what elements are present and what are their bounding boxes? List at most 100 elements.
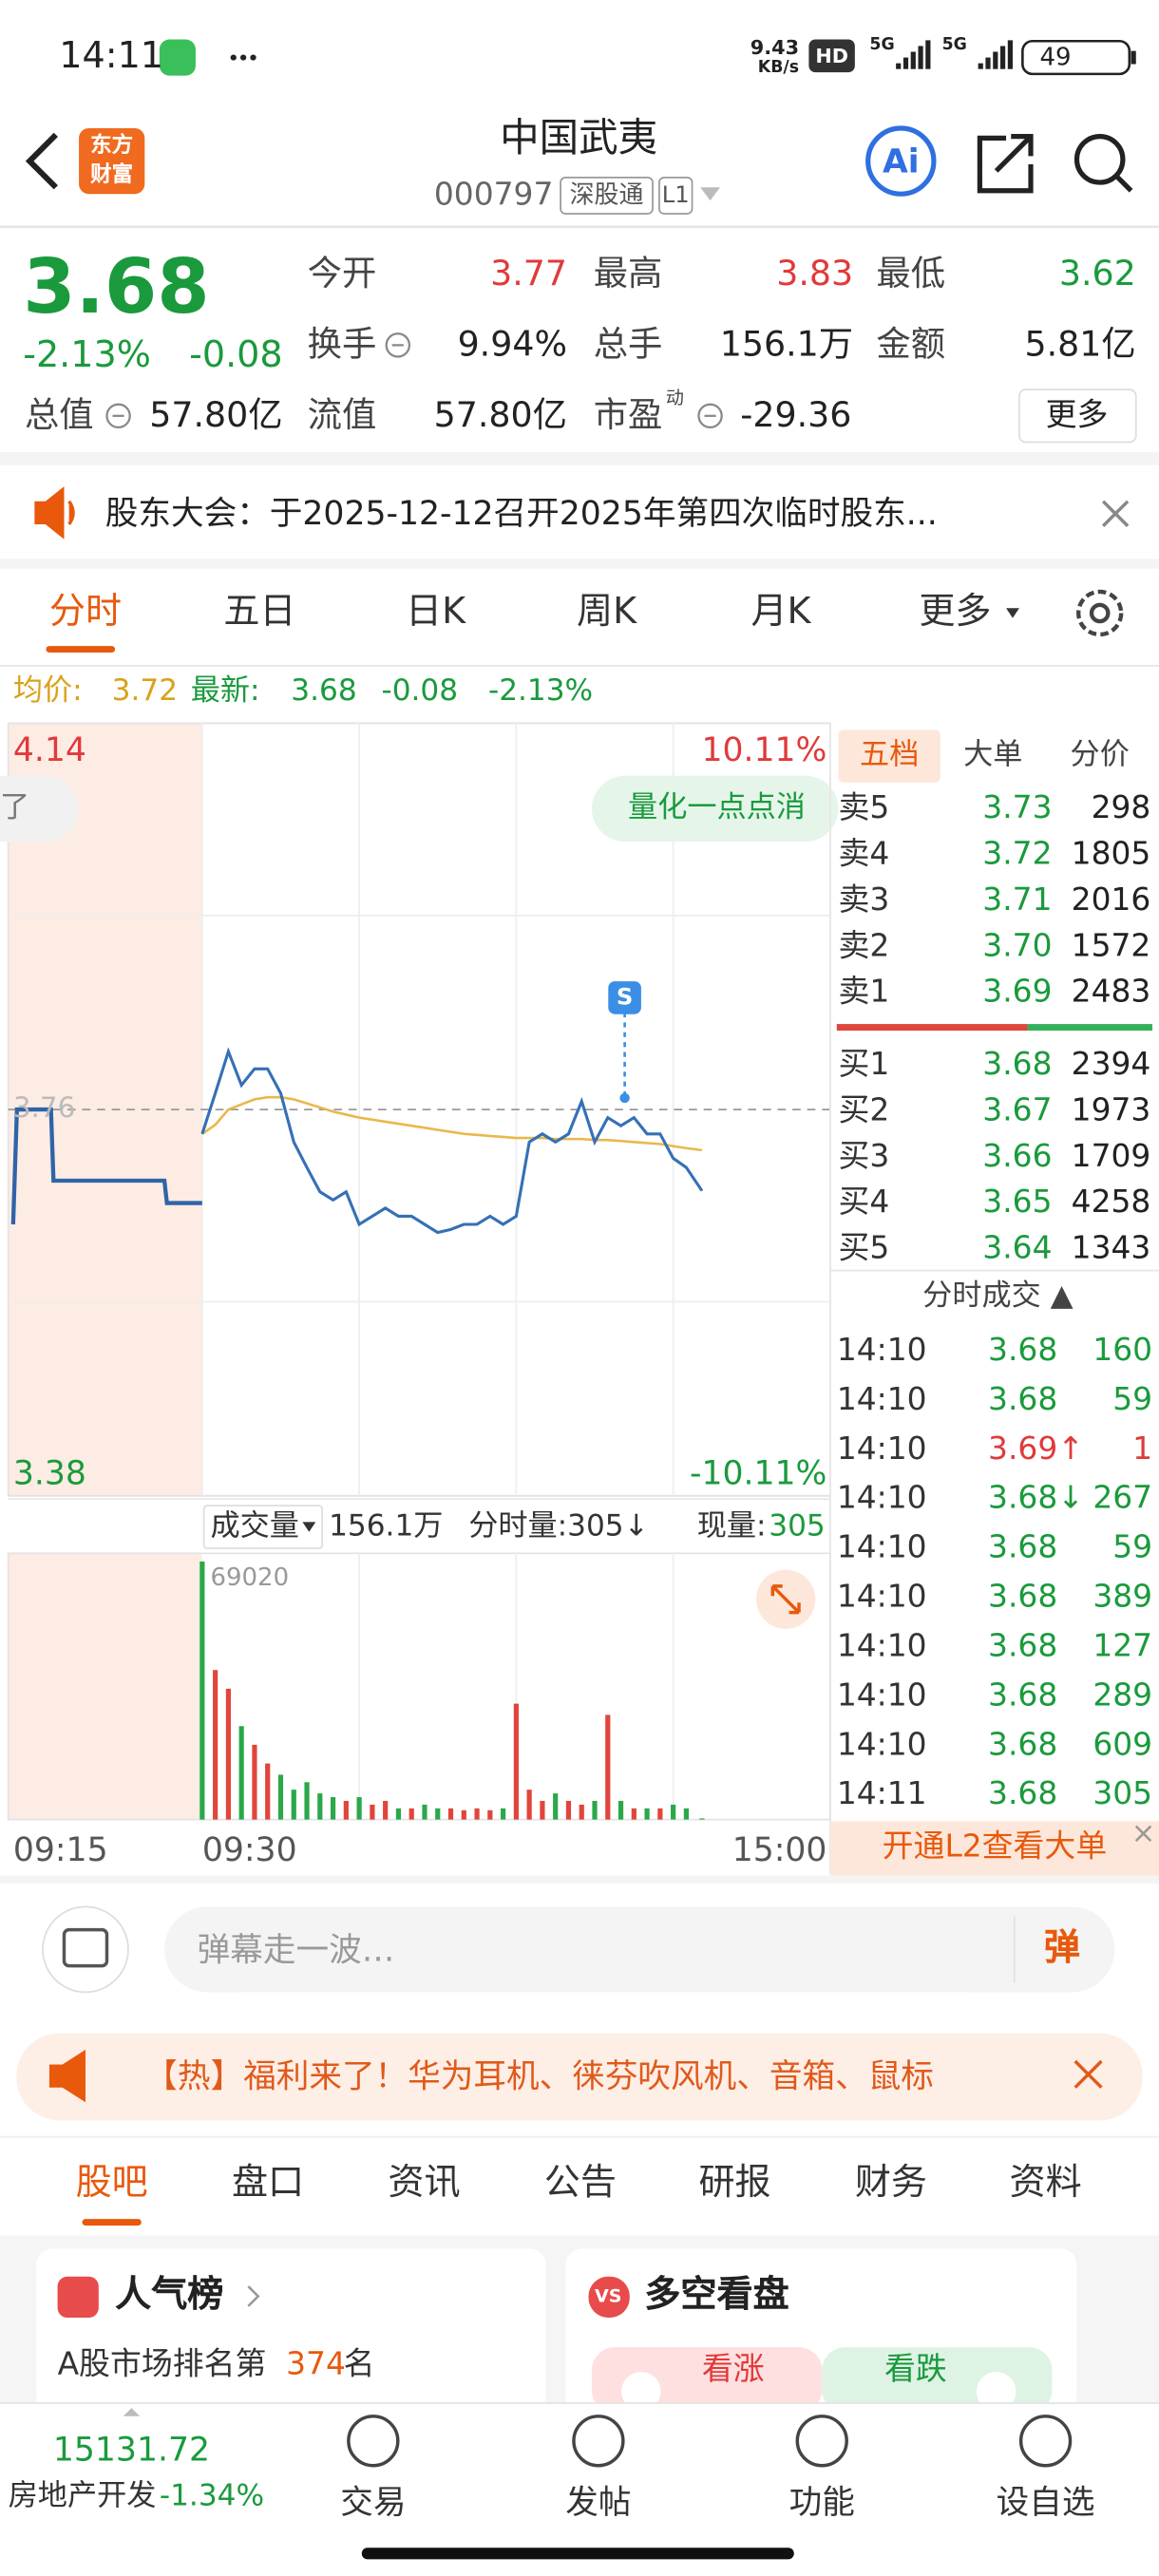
dropdown-arrow[interactable] (700, 187, 720, 201)
field-label: 最高 (593, 254, 663, 294)
vs-title: 多空看盘 (644, 2275, 789, 2317)
promo-text[interactable]: 【热】福利来了！华为耳机、徕芬吹风机、音箱、鼠标 (144, 2055, 934, 2096)
trade-volume: 389 (1092, 1579, 1153, 1616)
vs-icon-bg (588, 2276, 630, 2318)
trade-time: 14:10 (836, 1529, 927, 1566)
rank-icon (57, 2276, 99, 2318)
nav-item[interactable]: 交易 (340, 2482, 407, 2522)
ai-label[interactable]: Ai (882, 141, 920, 181)
volume-bar (605, 1714, 611, 1820)
volume-selector[interactable] (202, 1505, 324, 1549)
stock-name: 中国武夷 (500, 115, 658, 161)
book-tab-active (838, 729, 940, 783)
period-tab[interactable]: 月K (750, 591, 811, 634)
section-tab[interactable]: 财务 (854, 2163, 928, 2205)
trade-price: 3.68 (988, 1579, 1058, 1616)
promo-bg[interactable] (16, 2033, 1143, 2121)
trade-time: 14:10 (836, 1579, 927, 1616)
volume-selector-label[interactable]: 成交量 (210, 1508, 299, 1544)
danmaku-toggle[interactable] (42, 1905, 129, 1994)
period-tab[interactable]: 日K (406, 591, 466, 634)
signal-bar (902, 57, 909, 69)
volume-bar (265, 1763, 271, 1820)
period-tab[interactable]: 分时 (48, 591, 123, 634)
volume-bar (383, 1800, 389, 1820)
bull-icon (621, 2372, 661, 2412)
book-price: 3.68 (982, 1046, 1053, 1083)
rank-card[interactable] (36, 2248, 546, 2414)
more-dots (230, 54, 237, 61)
comment-placeholder[interactable]: 弹幕走一波… (197, 1929, 395, 1970)
section-tab[interactable]: 盘口 (231, 2163, 305, 2205)
trade-time: 14:10 (836, 1480, 927, 1517)
period-tab[interactable]: 更多 (919, 591, 992, 634)
volume-bar (501, 1808, 506, 1820)
book-level: 买2 (838, 1091, 890, 1128)
nav-item[interactable]: 发帖 (565, 2482, 632, 2522)
bull-label[interactable]: 看涨 (701, 2351, 765, 2388)
book-tab[interactable]: 五档 (860, 737, 920, 773)
settings-core (1089, 602, 1111, 624)
search-button[interactable] (1074, 134, 1126, 185)
section-tab[interactable]: 研报 (698, 2163, 771, 2205)
volume-bar (200, 1561, 205, 1820)
trade-time: 14:10 (836, 1726, 927, 1763)
book-tab[interactable]: 分价 (1070, 737, 1130, 773)
volume-bar (408, 1808, 414, 1820)
volume-bar (213, 1670, 218, 1820)
notice-text[interactable]: 股东大会：于2025-12-12召开2025年第四次临时股东... (104, 493, 938, 533)
section-tab[interactable]: 股吧 (75, 2163, 148, 2205)
badge-bg[interactable] (591, 775, 839, 843)
danmaku-button[interactable]: 弹 (1043, 1927, 1080, 1970)
section-tab[interactable]: 公告 (543, 2163, 617, 2205)
index-value[interactable]: 15131.72 (52, 2429, 211, 2470)
volume-bar (592, 1800, 598, 1820)
back-button[interactable] (25, 132, 58, 190)
book-tab[interactable]: 大单 (963, 737, 1023, 773)
share-button[interactable] (977, 134, 1034, 194)
book-level: 卖1 (838, 974, 890, 1011)
settings-button[interactable] (1076, 589, 1124, 637)
book-level: 买3 (838, 1138, 890, 1175)
section-tab[interactable]: 资料 (1009, 2163, 1082, 2205)
volume-axis-max: 69020 (210, 1562, 290, 1592)
trade-price: 3.68 (988, 1726, 1058, 1763)
l2-banner-text[interactable]: 开通L2查看大单 (882, 1828, 1108, 1866)
comment-input[interactable] (164, 1906, 1115, 1993)
volume-bar (565, 1800, 572, 1820)
more-button[interactable] (1018, 388, 1137, 444)
close-button[interactable] (1101, 500, 1130, 527)
volume-bar (317, 1793, 323, 1820)
signal-bar (985, 57, 991, 69)
period-tab[interactable]: 五日 (223, 591, 296, 634)
volume-bar (356, 1797, 362, 1820)
battery-level: 49 (1039, 42, 1072, 72)
l2-close[interactable] (1134, 1825, 1152, 1843)
separator-band (0, 559, 1159, 569)
volume-bar (631, 1808, 636, 1820)
badge-text[interactable]: 量化一点点消 (628, 790, 806, 825)
book-level: 卖2 (838, 927, 890, 964)
more-button-label[interactable]: 更多 (1045, 396, 1109, 433)
nav-item[interactable]: 功能 (788, 2482, 855, 2522)
trade-volume: 127 (1092, 1628, 1153, 1665)
trades-title[interactable]: 分时成交 ▲ (922, 1279, 1074, 1314)
ai-button[interactable] (865, 125, 937, 197)
trade-price: 3.68 (988, 1332, 1058, 1369)
nav-item[interactable]: 设自选 (996, 2482, 1095, 2522)
section-tab[interactable]: 资讯 (388, 2163, 461, 2205)
volume-bar (657, 1808, 663, 1820)
promo-close[interactable] (1074, 2059, 1103, 2089)
signal-bar (910, 51, 916, 69)
bid-strength (1027, 1024, 1153, 1032)
l2-banner[interactable] (829, 1821, 1159, 1876)
book-price: 3.66 (982, 1138, 1053, 1175)
trade-time: 14:10 (836, 1381, 927, 1418)
trade-price: 3.68↓ (988, 1480, 1084, 1517)
change-percent: -2.13% (23, 335, 151, 377)
bear-label[interactable]: 看跌 (884, 2351, 947, 2388)
period-tab[interactable]: 周K (577, 591, 637, 634)
trade-volume: 289 (1092, 1676, 1153, 1714)
